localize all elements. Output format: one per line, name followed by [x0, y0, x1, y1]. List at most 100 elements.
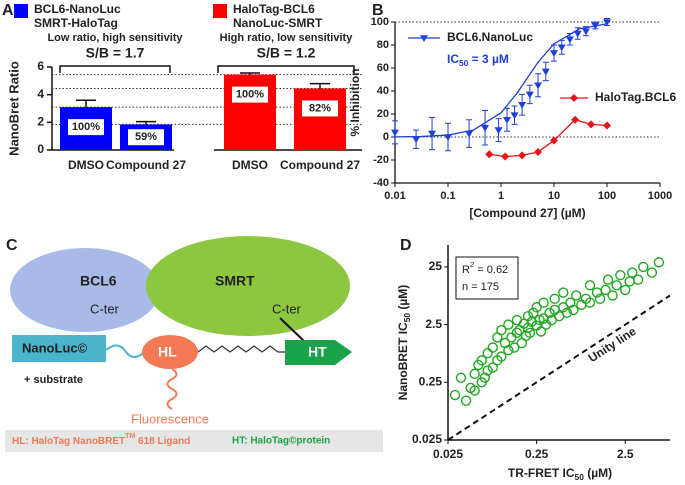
ic50-label-part: IC	[447, 52, 459, 66]
data-point	[479, 372, 490, 383]
data-point	[444, 134, 452, 141]
y-axis-label: NanoBret Ratio	[6, 61, 21, 156]
diagram: C BCL6 C-ter SMRT C-ter NanoLuc© + subst…	[5, 236, 383, 452]
data-point	[503, 319, 514, 330]
error-bar	[240, 72, 260, 75]
label-box	[302, 100, 338, 117]
data-point	[412, 136, 421, 144]
data-point	[511, 327, 523, 339]
y-tick-label: 0	[37, 142, 44, 156]
data-point	[549, 293, 560, 305]
footnote-hl-part: 618 Ligand	[135, 436, 190, 447]
percent-label: 59%	[135, 131, 157, 143]
x-tick-label: 0.025	[433, 447, 463, 461]
data-point	[627, 267, 638, 278]
y-tick-label: 0.025	[412, 432, 442, 446]
y-axis-label: % Inhibition	[348, 69, 362, 137]
data-point	[568, 304, 579, 316]
data-point	[510, 112, 519, 120]
data-point	[587, 120, 596, 129]
error-bar	[136, 120, 156, 125]
x-tick-label: 2.5	[617, 447, 634, 461]
data-point	[449, 389, 461, 401]
label-box	[232, 86, 268, 103]
data-point	[455, 372, 467, 383]
bcl6-shape	[10, 248, 160, 332]
x-axis-label-part: TR-FRET IC	[508, 466, 575, 480]
emission-wave	[166, 368, 178, 410]
x-tick-label: 10	[548, 190, 560, 202]
label-box	[128, 129, 164, 146]
data-point	[576, 299, 587, 311]
bcl6-cter: C-ter	[90, 301, 120, 316]
x-axis-label-part: (µM)	[584, 466, 612, 480]
x-tick-label: DMSO	[232, 158, 268, 172]
data-point	[482, 347, 493, 359]
footnote-hl-part: HL: HaloTag NanoBRET	[12, 436, 125, 447]
y-axis-label-part: (µM)	[396, 285, 410, 313]
legend-label: BCL6.NanoLuc	[447, 30, 533, 44]
data-point	[485, 150, 494, 159]
stats-label: n = 175	[462, 281, 499, 293]
x-tick-label: 0.1	[440, 190, 455, 202]
x-tick-label: Compound 27	[280, 158, 360, 172]
data-point	[602, 274, 614, 285]
footnote-hl-part: TM	[125, 433, 135, 440]
data-point	[541, 68, 550, 76]
y-tick-label: 100	[371, 16, 389, 28]
panel-label: A	[2, 2, 14, 19]
data-point	[653, 257, 665, 268]
data-point	[581, 28, 590, 36]
data-point	[544, 307, 555, 319]
label-box	[68, 119, 104, 136]
y-axis-label-part: NanoBRET IC	[396, 322, 410, 400]
data-point	[558, 287, 569, 298]
ic50-label-part: 50	[459, 58, 469, 68]
ic50-label: IC50 = 3 µM	[447, 52, 509, 68]
footnote-ht: HT: HaloTag©protein	[232, 436, 330, 447]
group-note: High ratio, low sensitivity	[220, 32, 354, 44]
data-point	[469, 385, 480, 396]
data-point	[573, 30, 582, 38]
panel-label: B	[372, 2, 384, 19]
nanoluc-label: NanoLuc©	[22, 340, 88, 355]
x-tick-label: 100	[598, 190, 616, 202]
legend-marker	[570, 94, 578, 102]
y-tick-label: 4	[37, 87, 44, 101]
x-tick-label: 0.25	[525, 447, 549, 461]
y-tick-label: 80	[377, 39, 389, 51]
data-point	[496, 325, 507, 336]
data-point	[620, 284, 631, 296]
x-axis-label: [Compound 27] (µM)	[469, 206, 585, 220]
data-point	[534, 82, 543, 90]
error-bar	[310, 82, 330, 89]
data-point	[600, 284, 611, 296]
y-tick-label: 2	[37, 115, 44, 129]
legend-marker	[420, 35, 428, 42]
footnote-hl: HL: HaloTag NanoBRETTM 618 Ligand	[12, 433, 190, 447]
bar	[294, 88, 346, 150]
nanoluc-box	[12, 335, 106, 362]
data-point	[534, 147, 543, 156]
x-axis-label: TR-FRET IC50 (µM)	[508, 466, 612, 482]
x-axis-label-part: 50	[575, 472, 585, 482]
unity-line	[447, 294, 671, 441]
data-point	[428, 130, 437, 138]
y-tick-label: -20	[373, 154, 389, 166]
data-point	[571, 115, 580, 124]
legend-label: BCL6-NanoLuc SMRT-HaloTag	[34, 2, 121, 30]
percent-label: 100%	[236, 89, 264, 101]
stats-box	[455, 256, 519, 300]
connector	[105, 344, 145, 358]
linker	[197, 345, 286, 353]
data-point	[535, 326, 547, 337]
stats-label: R2 = 0.62	[462, 260, 508, 276]
ratio-label: S/B = 1.2	[257, 45, 316, 61]
smrt-label: SMRT	[215, 273, 255, 289]
data-point	[603, 19, 611, 26]
data-point	[496, 351, 507, 362]
data-point	[550, 136, 558, 145]
y-axis-label: NanoBRET IC50 (µM)	[396, 285, 412, 401]
